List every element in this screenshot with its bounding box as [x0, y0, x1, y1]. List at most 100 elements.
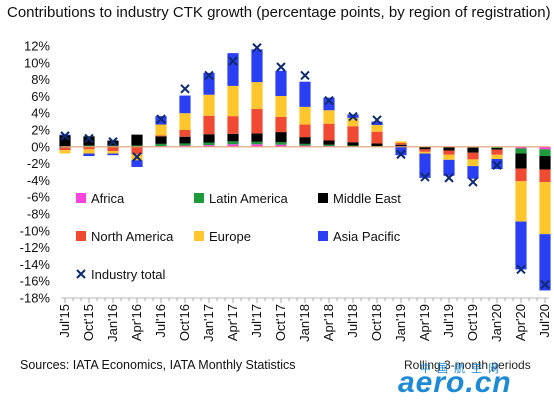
bar-asia-pacific	[275, 70, 287, 96]
bar-middle-east	[515, 153, 527, 169]
legend-label: Latin America	[209, 191, 289, 206]
bar-north-america	[107, 146, 119, 151]
industry-total-marker	[204, 70, 214, 81]
legend-swatch	[76, 193, 86, 203]
bar-asia-pacific	[131, 160, 143, 167]
industry-total-marker	[108, 137, 118, 147]
bar-europe	[299, 106, 311, 125]
bar-africa	[179, 145, 191, 147]
bar-europe	[59, 150, 71, 154]
bar-north-america	[443, 150, 455, 155]
bar-north-america	[323, 123, 335, 141]
y-tick-label: -2%	[27, 156, 51, 171]
legend-swatch	[76, 231, 86, 241]
bar-latin-america	[515, 148, 527, 154]
industry-total-marker	[60, 131, 70, 141]
bar-middle-east	[83, 136, 95, 146]
bar-europe	[251, 82, 263, 109]
industry-total-marker	[492, 160, 502, 170]
bar-asia-pacific	[539, 234, 551, 291]
bar-north-america	[227, 116, 239, 134]
bar-north-america	[251, 109, 263, 134]
bar-middle-east	[443, 147, 455, 151]
marker-stroke	[444, 173, 454, 183]
industry-total-marker	[84, 133, 94, 144]
x-axis: Jul'15 Oct'15 Jan'16 Apr'16 Jul'16 Oct'16 Jan'…	[57, 297, 552, 342]
y-tick-label: -14%	[20, 257, 51, 272]
y-tick-label: -12%	[20, 240, 51, 255]
x-tick-label: Apr'19	[417, 304, 432, 341]
bar-middle-east	[155, 136, 167, 144]
x-tick-label: Jul'17	[249, 304, 264, 338]
marker-stroke	[276, 62, 286, 72]
industry-total-marker	[300, 70, 310, 81]
rolling-period-note: Rolling 3-month periods	[404, 358, 531, 372]
x-tick-label: Oct'15	[81, 304, 96, 341]
bar-asia-pacific	[251, 49, 263, 83]
bar-latin-america	[299, 143, 311, 146]
industry-total-marker	[156, 114, 166, 124]
industry-total-marker	[468, 177, 478, 187]
x-tick-label: Apr'16	[129, 304, 144, 341]
industry-total-marker	[132, 152, 142, 162]
industry-total-marker	[516, 264, 526, 275]
bar-europe	[467, 159, 479, 167]
bar-asia-pacific	[179, 95, 191, 114]
watermark-logo: aero.cn	[398, 366, 512, 399]
bar-middle-east	[59, 135, 71, 147]
bar-europe	[275, 95, 287, 117]
bar-middle-east	[371, 143, 383, 146]
bar-europe	[323, 110, 335, 124]
legend-item-industry-total: Industry total	[76, 267, 166, 282]
bar-middle-east	[227, 133, 239, 142]
industry-total-marker	[228, 56, 238, 66]
legend-label: Africa	[91, 191, 125, 206]
bar-latin-america	[155, 143, 167, 146]
legend-swatch	[318, 193, 328, 203]
bar-middle-east	[179, 136, 191, 144]
marker-stroke	[84, 133, 94, 144]
bar-europe	[203, 94, 215, 116]
legend-label: Industry total	[91, 267, 166, 282]
x-tick-label: Jan'18	[297, 304, 312, 342]
bar-north-america	[395, 143, 407, 145]
legend-item-europe: Europe	[194, 229, 251, 244]
source-footer: Sources: IATA Economics, IATA Monthly St…	[20, 358, 296, 372]
bar-asia-pacific	[443, 159, 455, 176]
bar-asia-pacific	[395, 146, 407, 156]
marker-stroke	[348, 111, 358, 122]
bar-africa	[275, 144, 287, 147]
y-tick-label: -10%	[20, 223, 51, 238]
industry-total-marker	[348, 111, 358, 122]
bar-middle-east	[131, 134, 143, 146]
bar-latin-america	[179, 143, 191, 146]
bar-middle-east	[275, 132, 287, 143]
marker-stroke	[204, 70, 214, 81]
x-tick-label: Jan'20	[489, 304, 504, 342]
x-tick-label: Jul'18	[345, 304, 360, 338]
y-tick-label: 10%	[24, 55, 50, 70]
bar-north-america	[515, 168, 527, 182]
bar-middle-east	[419, 146, 431, 150]
bar-middle-east	[467, 147, 479, 153]
marker-stroke	[492, 160, 502, 170]
legend-label: North America	[91, 229, 174, 244]
bar-europe	[83, 149, 95, 154]
bar-latin-america	[107, 145, 119, 147]
y-axis: -18% -16% -14% -12% -10%-8% -6% -4% -2% 0%2% 4% 6%…	[20, 39, 51, 306]
bar-latin-america	[539, 149, 551, 157]
bar-north-america	[491, 149, 503, 155]
x-tick-label: Jul'15	[57, 304, 72, 338]
bar-north-america	[539, 169, 551, 183]
bar-middle-east	[203, 134, 215, 143]
bar-asia-pacific	[323, 97, 335, 111]
x-tick-label: Jul'19	[441, 304, 456, 338]
bar-europe	[443, 154, 455, 160]
bar-latin-america	[203, 142, 215, 146]
chart-title: Contributions to industry CTK growth (pe…	[7, 4, 551, 21]
y-tick-label: 2%	[31, 123, 50, 138]
legend: Africa Latin America Middle East North Amer…	[76, 191, 401, 282]
bar-europe	[371, 124, 383, 132]
bar-latin-america	[131, 145, 143, 147]
bar-asia-pacific	[467, 166, 479, 179]
